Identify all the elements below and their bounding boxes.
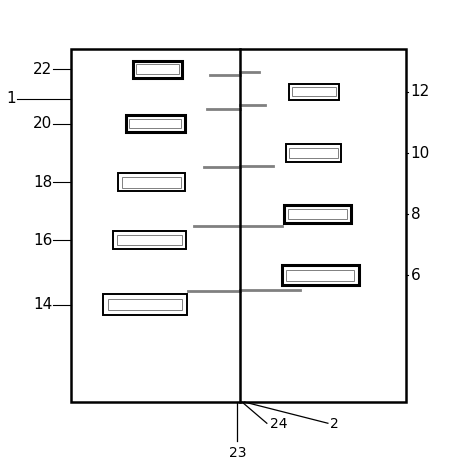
Text: 6: 6 [411, 268, 420, 283]
Text: 2: 2 [330, 417, 339, 431]
Bar [286, 269, 354, 281]
Bar [126, 115, 185, 132]
Bar [293, 88, 336, 96]
Text: 22: 22 [33, 62, 52, 77]
Bar [282, 265, 359, 285]
Text: 1: 1 [6, 91, 15, 106]
Bar [286, 144, 341, 162]
Bar [118, 173, 185, 192]
Text: 8: 8 [411, 206, 420, 222]
Bar [132, 61, 182, 78]
Text: 14: 14 [33, 297, 52, 312]
Text: 10: 10 [411, 145, 430, 161]
Bar [122, 177, 181, 188]
Bar [129, 119, 181, 128]
Bar [113, 232, 187, 250]
Text: 20: 20 [33, 116, 52, 131]
Text: 18: 18 [33, 175, 52, 190]
Bar [136, 64, 179, 74]
Bar [103, 294, 187, 315]
Text: 16: 16 [33, 233, 52, 248]
Bar [117, 235, 182, 245]
Bar [108, 299, 182, 310]
Text: 23: 23 [229, 446, 246, 460]
Bar [289, 84, 339, 100]
Text: 24: 24 [270, 417, 288, 431]
Bar [288, 209, 348, 219]
Bar [284, 205, 351, 223]
Text: 12: 12 [411, 84, 430, 100]
Bar [71, 49, 406, 402]
Bar [289, 148, 338, 158]
